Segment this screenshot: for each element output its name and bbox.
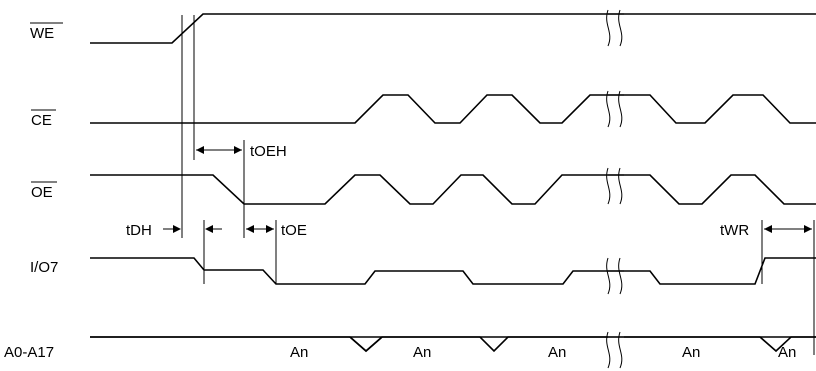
address-waveform-lower xyxy=(349,336,383,353)
address-label-5: An xyxy=(778,344,796,361)
we-waveform xyxy=(90,13,816,44)
tdh-dimension xyxy=(163,225,222,233)
we-signal-label: WE xyxy=(30,25,54,42)
address-label-1: An xyxy=(290,344,308,361)
address-label-4: An xyxy=(682,344,700,361)
toe-label: tOE xyxy=(281,222,307,239)
twr-dimension xyxy=(764,225,812,233)
ce-signal-label: CE xyxy=(31,112,52,129)
twr-label: tWR xyxy=(720,222,749,239)
toeh-dimension xyxy=(196,146,242,154)
address-waveform-upper xyxy=(90,336,816,353)
time-break-markers xyxy=(606,4,624,369)
address-label-2: An xyxy=(413,344,431,361)
oe-signal-label: OE xyxy=(31,184,53,201)
oe-waveform xyxy=(90,174,816,205)
ce-waveform xyxy=(90,94,816,124)
address-label-3: An xyxy=(548,344,566,361)
io7-signal-label: I/O7 xyxy=(30,259,58,276)
toe-dimension xyxy=(246,225,274,233)
tdh-label: tDH xyxy=(126,222,152,239)
address-signal-label: A0-A17 xyxy=(4,344,54,361)
io7-waveform xyxy=(90,257,816,285)
toeh-label: tOEH xyxy=(250,143,287,160)
